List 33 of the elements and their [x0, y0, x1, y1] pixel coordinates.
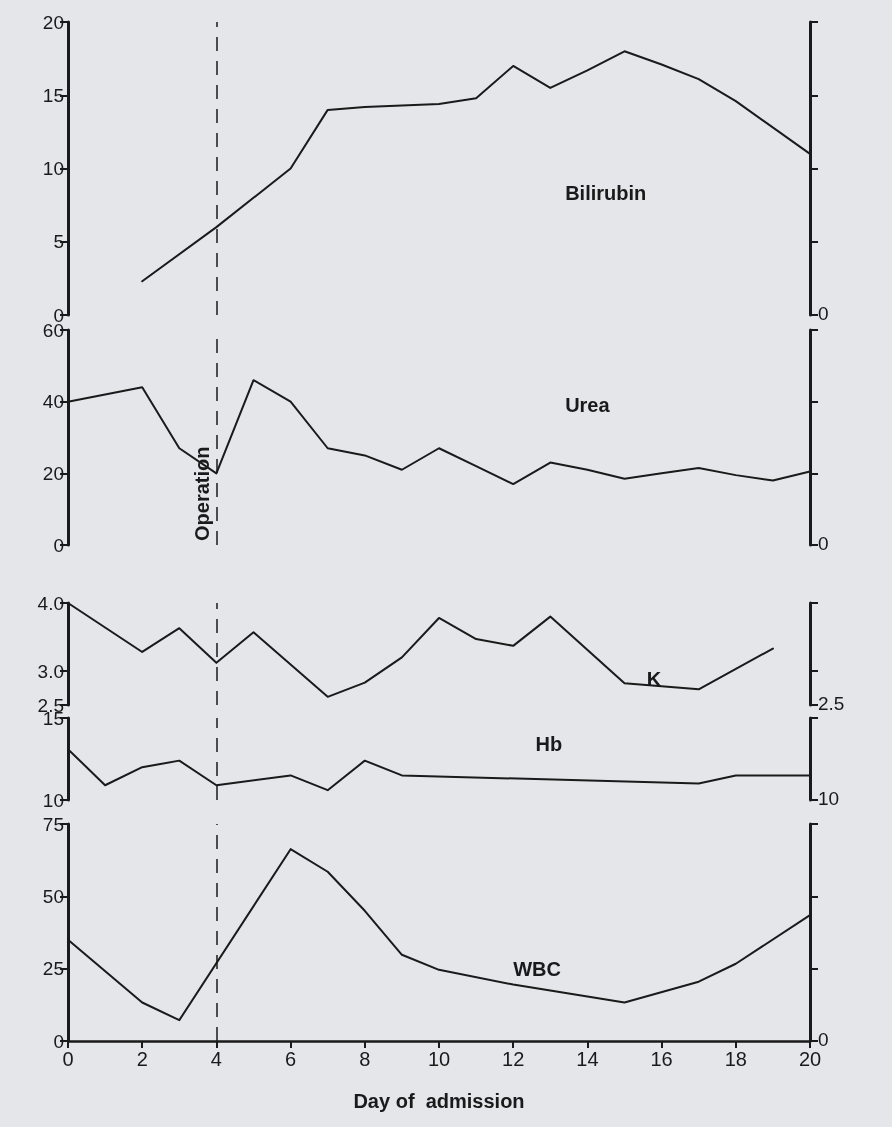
y-tick-label: 20: [42, 462, 64, 484]
text: 10: [818, 788, 840, 809]
series-label: Hb: [535, 733, 563, 756]
x-tick-label: 20: [798, 1048, 822, 1070]
series-label: WBC: [513, 957, 561, 980]
x-tick-label: 4: [210, 1048, 222, 1070]
x-axis-title: Day of admission: [353, 1090, 525, 1112]
y-tick-label: 40: [42, 391, 64, 413]
y-tick-label: 25: [42, 958, 64, 980]
x-tick-label: 6: [285, 1048, 297, 1070]
x-tick-label: 12: [502, 1048, 525, 1070]
text: 0: [818, 303, 829, 324]
x-tick-label: 16: [650, 1048, 673, 1070]
text: 0: [818, 1029, 829, 1050]
y-tick-label: 50: [42, 885, 64, 907]
y-tick-label: 0: [53, 534, 64, 556]
text: Bilirubin: [565, 182, 647, 205]
text: 2.5: [818, 693, 845, 714]
y-tick-label: 10: [42, 789, 64, 811]
ref-line-label: Operation: [191, 446, 214, 541]
x-tick-label: 2: [136, 1048, 148, 1070]
y-tick-label: 10: [42, 158, 64, 179]
x-tick-label: 10: [427, 1048, 451, 1070]
x-tick-label: 14: [576, 1048, 599, 1070]
y-tick-label: 3.0: [37, 660, 64, 682]
y-tick-label: 20: [42, 11, 64, 33]
text: Urea: [565, 393, 611, 416]
text: 0: [818, 533, 829, 554]
x-tick-label: 18: [724, 1048, 747, 1070]
y-tick-label: 75: [42, 813, 64, 835]
y-tick-label: 4.0: [37, 592, 64, 614]
x-tick-label: 8: [359, 1048, 371, 1070]
y-tick-label: 0: [53, 1030, 64, 1052]
